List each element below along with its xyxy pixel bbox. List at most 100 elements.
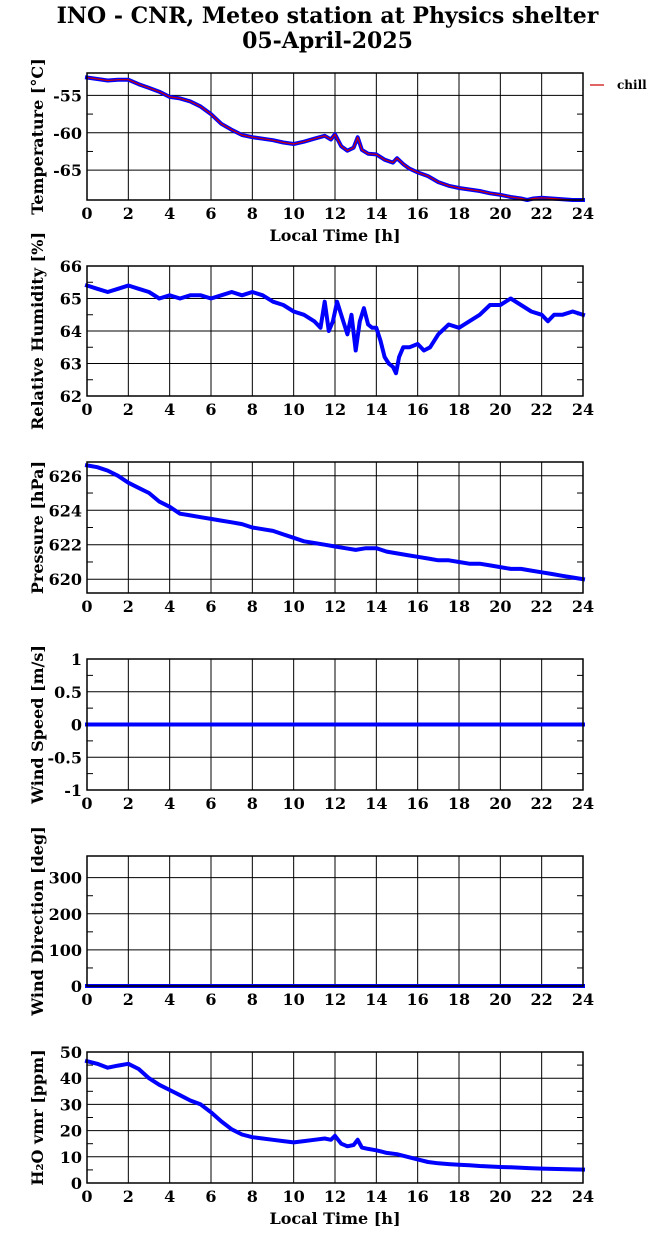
x-tick-label: 10 <box>283 400 305 419</box>
y-tick-label: 622 <box>49 536 82 555</box>
x-tick-label: 16 <box>407 794 429 813</box>
x-tick-label: 16 <box>407 400 429 419</box>
x-tick-label: 16 <box>407 597 429 616</box>
chart-header: INO - CNR, Meteo station at Physics shel… <box>0 4 655 54</box>
x-tick-label: 0 <box>81 597 92 616</box>
y-tick-label: -55 <box>53 86 82 105</box>
x-tick-label: 16 <box>407 204 429 223</box>
x-tick-label: 12 <box>324 597 346 616</box>
x-tick-label: 6 <box>205 400 216 419</box>
x-tick-label: 0 <box>81 990 92 1009</box>
x-tick-label: 4 <box>164 1187 175 1206</box>
x-tick-label: 6 <box>205 990 216 1009</box>
x-tick-label: 8 <box>247 204 258 223</box>
x-tick-label: 2 <box>123 400 134 419</box>
x-tick-label: 14 <box>365 990 387 1009</box>
y-tick-label: 64 <box>60 322 82 341</box>
x-tick-label: 18 <box>448 794 470 813</box>
x-tick-label: 14 <box>365 794 387 813</box>
x-tick-label: 2 <box>123 794 134 813</box>
x-tick-label: 8 <box>247 990 258 1009</box>
x-tick-label: 14 <box>365 1187 387 1206</box>
x-tick-label: 12 <box>324 990 346 1009</box>
x-tick-label: 0 <box>81 794 92 813</box>
y-tick-label: 200 <box>49 905 82 924</box>
plot-frame <box>86 855 584 987</box>
x-tick-label: 8 <box>247 1187 258 1206</box>
x-tick-label: 22 <box>531 1187 553 1206</box>
x-tick-label: 14 <box>365 597 387 616</box>
x-tick-label: 24 <box>572 990 594 1009</box>
x-tick-label: 0 <box>81 400 92 419</box>
y-tick-label: -60 <box>53 124 82 143</box>
x-tick-label: 20 <box>489 597 511 616</box>
x-tick-label: 10 <box>283 794 305 813</box>
x-tick-label: 10 <box>283 1187 305 1206</box>
x-tick-label: 10 <box>283 990 305 1009</box>
x-tick-label: 22 <box>531 204 553 223</box>
x-tick-label: 24 <box>572 794 594 813</box>
x-axis-label: Local Time [h] <box>269 1209 400 1228</box>
x-tick-label: 20 <box>489 794 511 813</box>
x-tick-label: 16 <box>407 1187 429 1206</box>
chart-title: INO - CNR, Meteo station at Physics shel… <box>56 3 599 29</box>
x-tick-label: 22 <box>531 400 553 419</box>
x-tick-label: 2 <box>123 1187 134 1206</box>
x-tick-label: 14 <box>365 204 387 223</box>
y-tick-label: 626 <box>49 467 82 486</box>
chart-panel-1: 0 2 4 6 8 10 12 14 16 18 20 22 24-55-60-65Temperatur… <box>28 58 647 245</box>
chart-subtitle: 05-April-2025 <box>242 28 413 54</box>
x-tick-label: 24 <box>572 204 594 223</box>
x-tick-label: 10 <box>283 204 305 223</box>
x-tick-label: 0 <box>81 1187 92 1206</box>
y-tick-label: 62 <box>60 387 82 406</box>
y-tick-label: 1 <box>71 650 82 669</box>
x-tick-label: 8 <box>247 597 258 616</box>
plot-frame <box>86 658 584 791</box>
y-axis-label: Temperature [°C] <box>28 58 47 214</box>
x-tick-label: 4 <box>164 990 175 1009</box>
x-tick-label: 2 <box>123 204 134 223</box>
y-tick-label: 300 <box>49 869 82 888</box>
y-axis-label: Wind Direction [deg] <box>28 826 47 1017</box>
chart-panel-2: 0 2 4 6 8 10 12 14 16 18 20 22 246263646566Relative … <box>28 232 594 430</box>
x-tick-label: 4 <box>164 400 175 419</box>
y-tick-label: 20 <box>60 1122 82 1141</box>
x-tick-label: 20 <box>489 400 511 419</box>
y-axis-label: H₂O vmr [ppm] <box>28 1049 47 1185</box>
plot-frame <box>86 461 584 594</box>
x-tick-label: 12 <box>324 1187 346 1206</box>
y-tick-label: 63 <box>60 355 82 374</box>
plot-frame <box>86 72 584 201</box>
x-tick-label: 4 <box>164 794 175 813</box>
y-tick-label: 624 <box>49 501 82 520</box>
y-tick-label: 0 <box>71 977 82 996</box>
y-tick-label: -0.5 <box>48 748 82 767</box>
x-tick-label: 12 <box>324 400 346 419</box>
y-tick-label: 50 <box>60 1043 82 1062</box>
x-tick-label: 4 <box>164 597 175 616</box>
x-tick-label: 18 <box>448 990 470 1009</box>
series-line-1 <box>84 1058 586 1172</box>
y-tick-label: 0.5 <box>54 683 82 702</box>
x-tick-label: 18 <box>448 1187 470 1206</box>
y-tick-label: -1 <box>64 781 82 800</box>
x-axis-label: Local Time [h] <box>269 226 400 245</box>
x-tick-label: 22 <box>531 794 553 813</box>
y-axis-label: Wind Speed [m/s] <box>28 645 47 805</box>
x-tick-label: 22 <box>531 597 553 616</box>
x-tick-label: 4 <box>164 204 175 223</box>
x-tick-label: 6 <box>205 597 216 616</box>
x-tick-label: 12 <box>324 204 346 223</box>
series-line-2 <box>86 76 584 201</box>
y-tick-label: 10 <box>60 1148 82 1167</box>
x-tick-label: 20 <box>489 1187 511 1206</box>
x-tick-label: 18 <box>448 597 470 616</box>
x-tick-label: 18 <box>448 204 470 223</box>
x-tick-label: 20 <box>489 204 511 223</box>
x-tick-label: 6 <box>205 204 216 223</box>
x-tick-label: 14 <box>365 400 387 419</box>
plot-frame <box>86 265 584 397</box>
